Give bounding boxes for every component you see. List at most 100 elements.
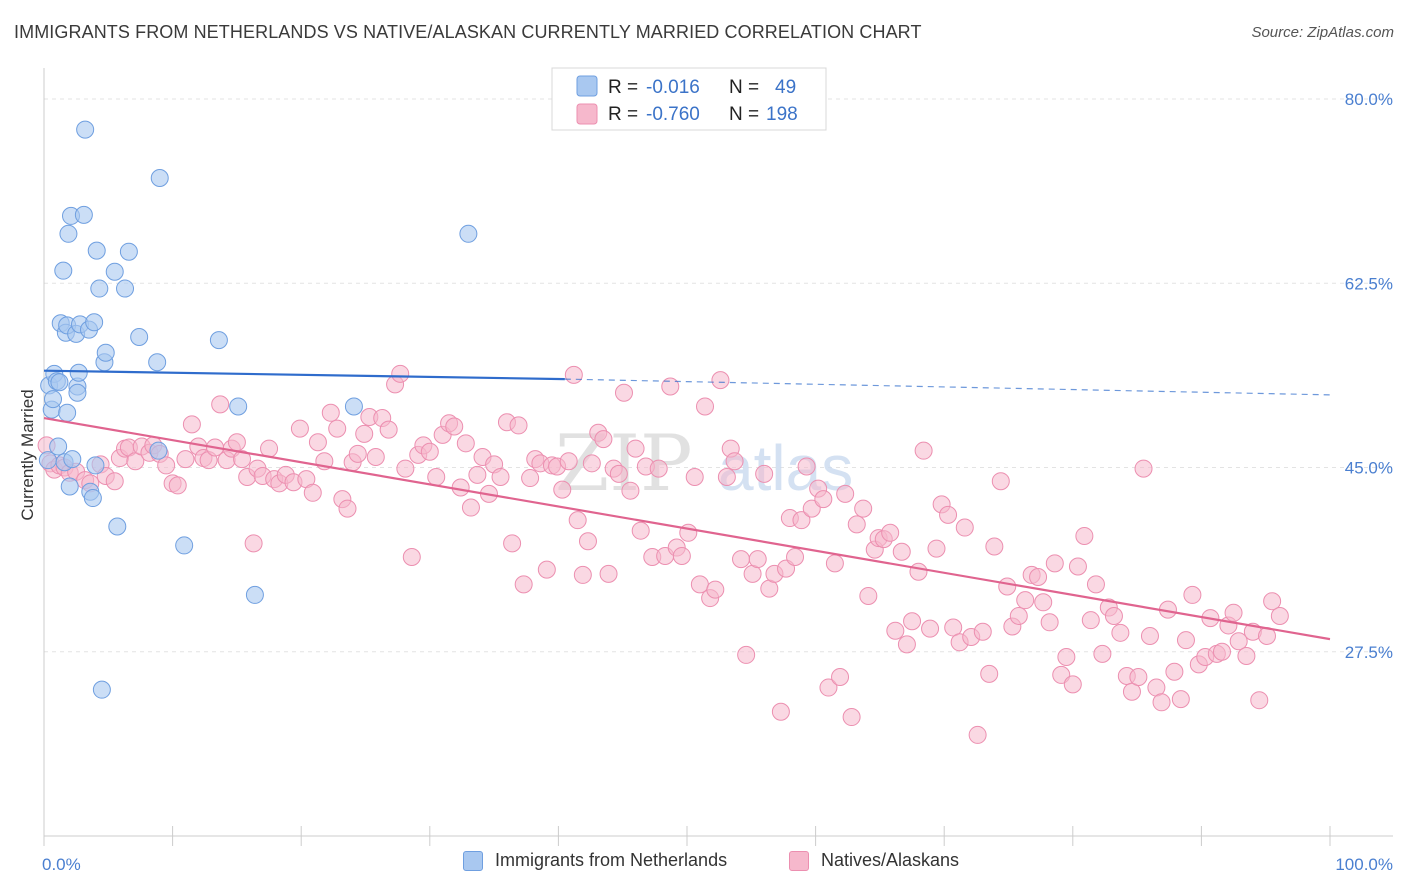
natives-alaskans-point [1063, 675, 1082, 694]
trend-lines [43, 369, 1331, 641]
netherlands-point [175, 536, 194, 555]
netherlands-point [49, 437, 68, 456]
y-tick-label: 45.0% [1345, 459, 1393, 478]
natives-alaskans-point [755, 464, 774, 483]
natives-alaskans-point [909, 562, 928, 581]
netherlands-point [68, 383, 87, 402]
natives-alaskans-point [661, 377, 680, 396]
natives-alaskans-point [814, 490, 833, 509]
natives-alaskans-point [503, 534, 522, 553]
natives-alaskans-point [176, 450, 195, 469]
natives-alaskans-point [973, 622, 992, 641]
natives-alaskans-point [537, 560, 556, 579]
legend-n-label-2: N = [729, 104, 759, 125]
natives-alaskans-point [578, 532, 597, 551]
netherlands-point [58, 403, 77, 422]
natives-alaskans-point [737, 645, 756, 664]
natives-alaskans-point [1057, 648, 1076, 667]
natives-alaskans-point [509, 416, 528, 435]
natives-alaskans-point [1263, 592, 1282, 611]
watermark-atlas: atlas [718, 432, 853, 504]
natives-alaskans-point [1075, 526, 1094, 545]
legend-r-value-1: -0.016 [646, 77, 700, 98]
natives-alaskans-point [1034, 593, 1053, 612]
natives-alaskans-point [968, 725, 987, 744]
natives-alaskans-point [594, 430, 613, 449]
natives-alaskans-point [1212, 642, 1231, 661]
natives-alaskans-point [886, 621, 905, 640]
natives-alaskans-point [233, 450, 252, 469]
natives-alaskans-point [649, 459, 668, 478]
natives-alaskans-point [105, 472, 124, 491]
natives-alaskans-point [842, 708, 861, 727]
natives-alaskans-point [521, 469, 540, 488]
natives-alaskans-point [685, 468, 704, 487]
netherlands-point [245, 585, 264, 604]
y-tick-label: 62.5% [1345, 274, 1393, 293]
netherlands-point [90, 279, 109, 298]
natives-alaskans-point [914, 441, 933, 460]
natives-alaskans-point [366, 448, 385, 466]
legend-swatch-blue [576, 75, 598, 97]
natives-alaskans-point [836, 484, 855, 503]
natives-alaskans-point [157, 456, 176, 475]
y-tick-label: 27.5% [1345, 643, 1393, 662]
netherlands-point [60, 477, 79, 496]
natives-alaskans-point [903, 612, 922, 631]
netherlands-point [87, 241, 106, 260]
natives-alaskans-point [514, 575, 533, 594]
natives-alaskans-point [402, 548, 421, 567]
natives-alaskans-point [355, 424, 374, 443]
netherlands-point [86, 456, 105, 475]
natives-alaskans-point [1224, 603, 1243, 622]
netherlands-point [76, 120, 95, 139]
netherlands-point [108, 517, 127, 536]
natives-alaskans-point [1229, 632, 1248, 651]
natives-alaskans-point [182, 415, 201, 434]
natives-alaskans-point [1129, 668, 1148, 687]
natives-alaskans-point [921, 619, 940, 638]
legend-r-label-1: R = [608, 77, 638, 98]
natives-alaskans-point [831, 668, 850, 687]
natives-alaskans-point [672, 546, 691, 565]
natives-alaskans-point [391, 364, 410, 383]
natives-alaskans-point [451, 478, 470, 497]
netherlands-point [96, 343, 115, 362]
netherlands-point [149, 441, 168, 460]
netherlands-point [148, 353, 167, 372]
x-tick-label: 100.0% [1335, 855, 1393, 874]
natives-alaskans-point [881, 523, 900, 542]
natives-alaskans-point [621, 481, 640, 500]
natives-alaskans-point [955, 518, 974, 537]
natives-alaskans-point [244, 534, 263, 553]
natives-alaskans-point [792, 511, 811, 530]
natives-alaskans-points [37, 364, 1289, 744]
x-tick-label: 0.0% [42, 855, 81, 874]
correlation-legend: R = -0.016 N = 49 R = -0.760 N = 198 [551, 67, 827, 131]
natives-alaskans-point [308, 433, 327, 452]
natives-alaskans-point [1104, 606, 1123, 625]
legend-item-netherlands: Immigrants from Netherlands [463, 850, 727, 871]
netherlands-point [54, 261, 73, 280]
natives-alaskans-point [1270, 606, 1289, 625]
natives-alaskans-point [379, 420, 398, 439]
natives-alaskans-point [1183, 585, 1202, 604]
natives-alaskans-point [420, 442, 439, 461]
legend-swatch-natives [789, 850, 809, 871]
natives-alaskans-point [1093, 644, 1112, 663]
netherlands-point [74, 205, 93, 224]
natives-alaskans-point [631, 521, 650, 540]
netherlands-point [459, 224, 478, 243]
natives-alaskans-point [573, 565, 592, 584]
natives-alaskans-point [696, 397, 715, 416]
natives-alaskans-point [854, 499, 873, 518]
natives-alaskans-point [1009, 606, 1028, 625]
natives-alaskans-point [1016, 591, 1035, 610]
chart-title: IMMIGRANTS FROM NETHERLANDS VS NATIVE/AL… [14, 22, 922, 42]
natives-alaskans-point [568, 511, 587, 530]
natives-alaskans-point [321, 403, 340, 422]
natives-alaskans-point [211, 395, 230, 414]
natives-alaskans-point [892, 542, 911, 561]
legend-swatch-netherlands [463, 850, 483, 871]
natives-alaskans-point [427, 468, 446, 487]
